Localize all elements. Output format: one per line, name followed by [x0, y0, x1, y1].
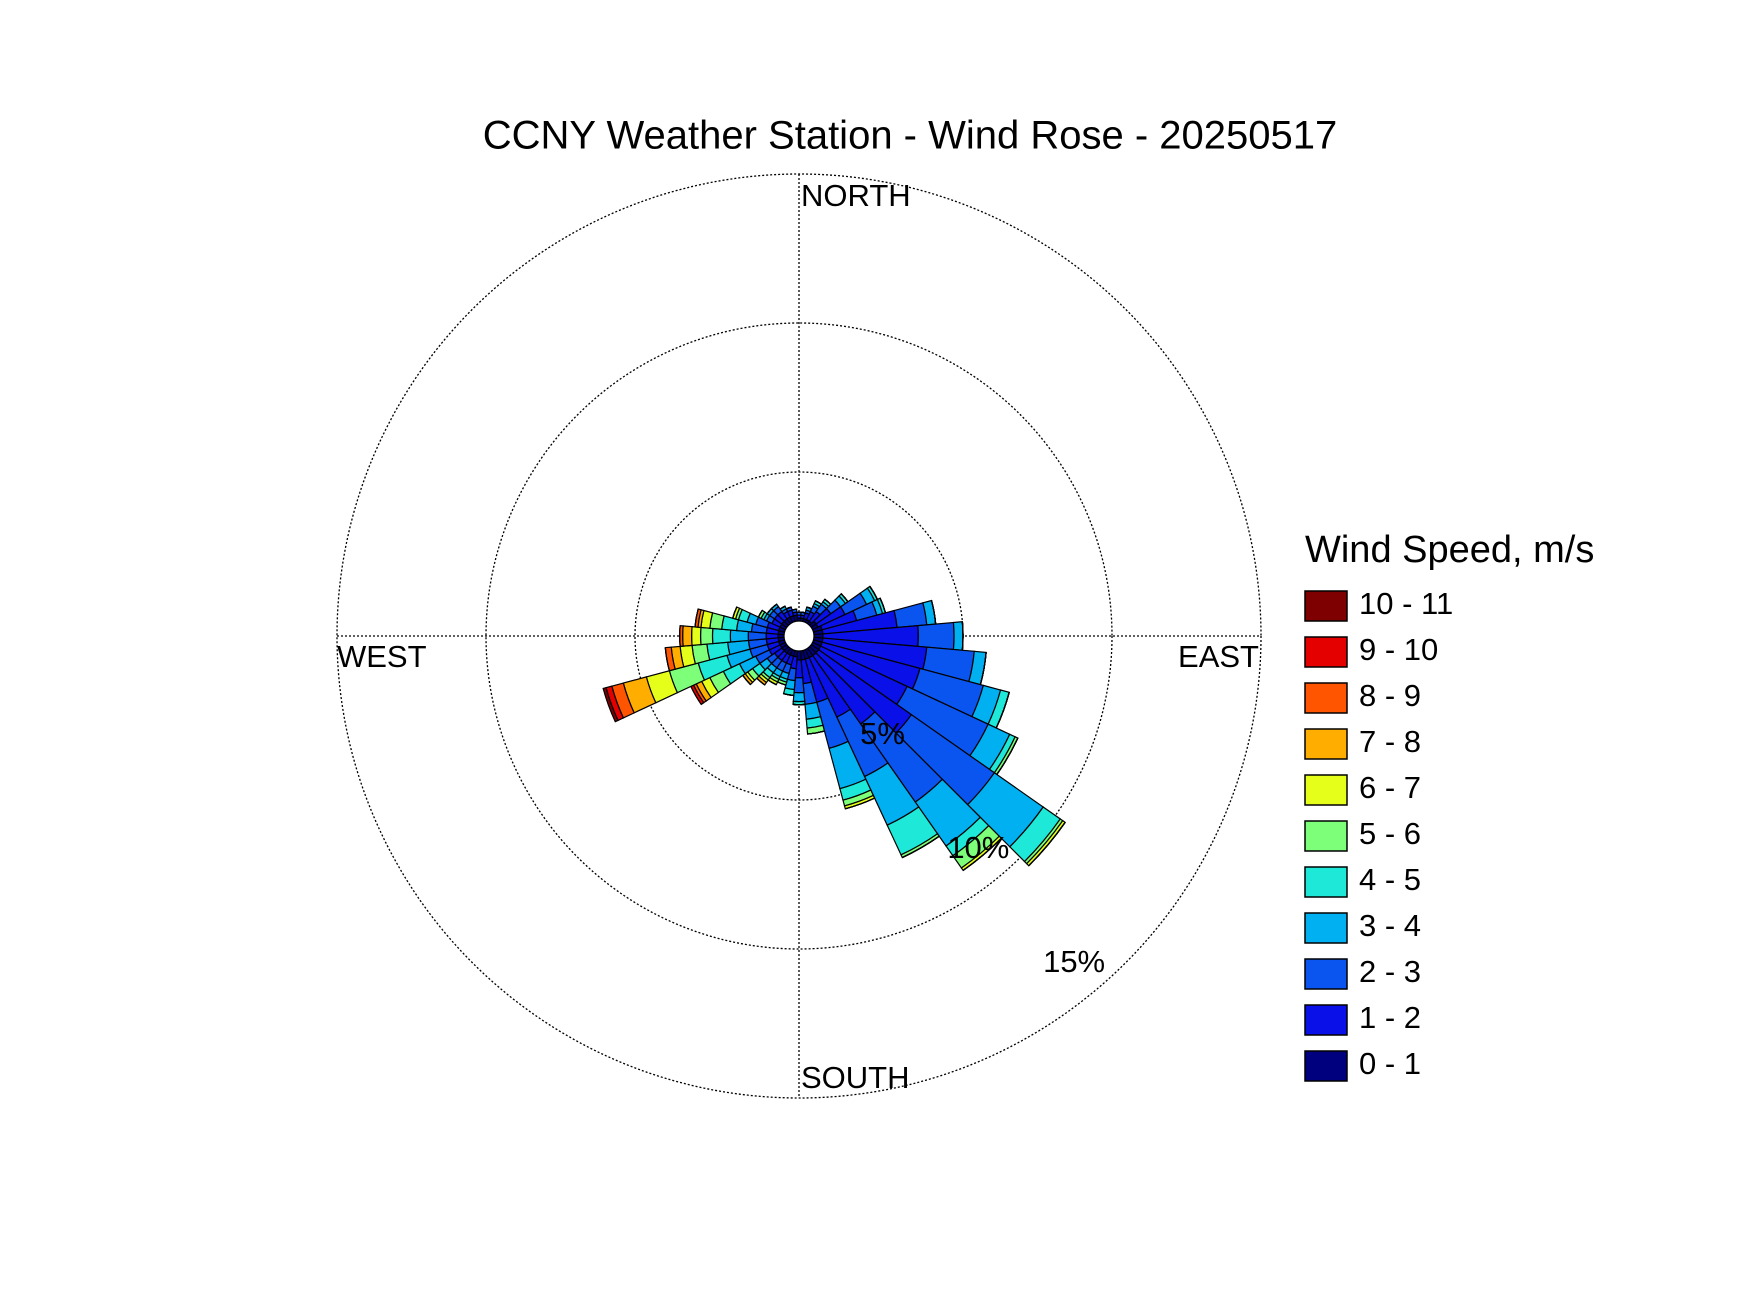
- wind-wedge: [682, 625, 693, 647]
- legend-swatch: [1304, 958, 1348, 990]
- wind-wedge: [845, 797, 875, 810]
- legend-swatch: [1304, 590, 1348, 622]
- wind-wedge: [691, 625, 702, 647]
- wind-wedge: [917, 621, 955, 651]
- ring-label: 5%: [860, 716, 905, 751]
- grid-ring: [336, 173, 1262, 1099]
- legend-swatch: [1304, 636, 1348, 668]
- legend-swatch: [1304, 912, 1348, 944]
- legend-label: 9 - 10: [1359, 632, 1438, 667]
- west-label: WEST: [337, 639, 427, 674]
- legend-swatch: [1304, 1004, 1348, 1036]
- east-label: EAST: [1178, 639, 1259, 674]
- legend-label: 5 - 6: [1359, 816, 1421, 851]
- legend-label: 7 - 8: [1359, 724, 1421, 759]
- wind-wedge: [779, 605, 786, 610]
- legend-label: 8 - 9: [1359, 678, 1421, 713]
- wind-wedge: [792, 691, 806, 703]
- center-hole: [783, 620, 815, 652]
- wind-wedge: [757, 609, 763, 618]
- grid-ring: [485, 322, 1113, 950]
- legend-swatch: [1304, 1050, 1348, 1082]
- wind-wedge: [602, 686, 619, 723]
- south-label: SOUTH: [801, 1060, 910, 1095]
- legend-label: 0 - 1: [1359, 1046, 1421, 1081]
- wind-wedge: [711, 627, 732, 645]
- wind-wedge: [952, 621, 964, 651]
- north-label: NORTH: [801, 178, 911, 213]
- ring-label: 10%: [947, 830, 1009, 865]
- legend-label: 10 - 11: [1359, 586, 1453, 621]
- chart-title: CCNY Weather Station - Wind Rose - 20250…: [483, 114, 1338, 158]
- legend-swatch: [1304, 682, 1348, 714]
- wind-wedge: [801, 611, 806, 614]
- legend-label: 1 - 2: [1359, 1000, 1421, 1035]
- legend-label: 3 - 4: [1359, 908, 1421, 943]
- wind-wedge: [807, 730, 825, 735]
- wind-wedge: [699, 626, 714, 646]
- legend-swatch: [1304, 866, 1348, 898]
- legend-swatch: [1304, 774, 1348, 806]
- legend-label: 4 - 5: [1359, 862, 1421, 897]
- legend-swatch: [1304, 728, 1348, 760]
- legend-label: 6 - 7: [1359, 770, 1421, 805]
- ring-label: 15%: [1043, 944, 1105, 979]
- legend-swatch: [1304, 820, 1348, 852]
- legend-title: Wind Speed, m/s: [1305, 529, 1594, 571]
- wind-wedge: [961, 621, 964, 651]
- legend-label: 2 - 3: [1359, 954, 1421, 989]
- wind-wedge: [786, 606, 792, 610]
- wind-wedge: [783, 693, 794, 697]
- wind-wedge: [771, 603, 778, 609]
